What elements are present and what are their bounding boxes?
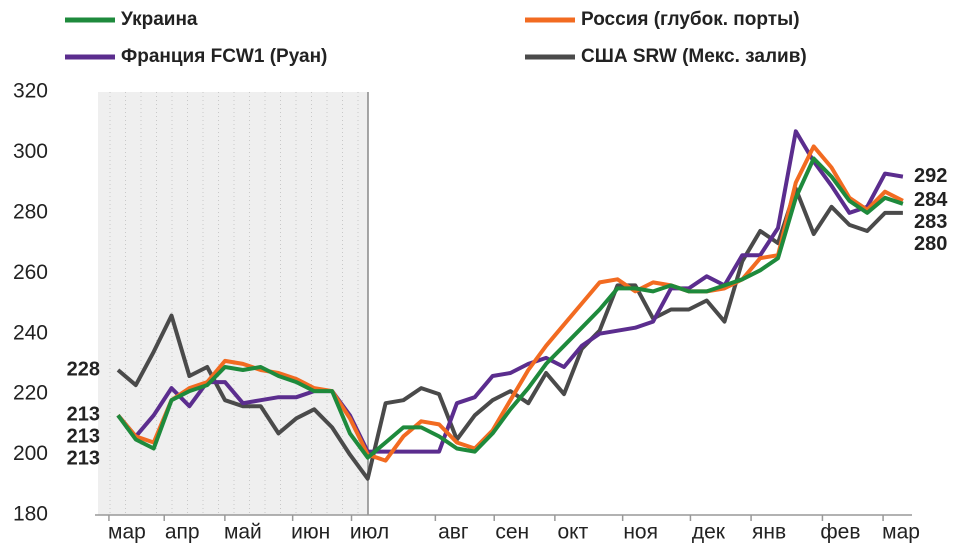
x-tick-label: авг	[438, 521, 469, 544]
x-tick-label: мар	[882, 521, 920, 544]
series-line	[116, 144, 904, 463]
y-tick-label: 320	[13, 80, 48, 103]
end-label: 284	[914, 189, 948, 211]
x-tick-label: ноя	[623, 521, 658, 544]
legend-label: США SRW (Мекс. залив)	[581, 46, 807, 67]
shaded-period	[98, 92, 368, 515]
end-label: 280	[914, 233, 947, 255]
x-tick-label: мар	[108, 521, 146, 544]
x-tick-label: май	[224, 521, 262, 544]
series-line	[116, 129, 904, 454]
x-tick-label: янв	[752, 521, 786, 544]
end-label: 283	[914, 211, 947, 233]
end-label: 292	[914, 165, 947, 187]
legend-label: Украина	[121, 9, 198, 30]
end-label: 213	[67, 448, 100, 470]
x-tick-label: июн	[291, 521, 330, 544]
end-label: 213	[67, 426, 100, 448]
series-line	[116, 156, 904, 460]
y-tick-label: 200	[13, 442, 48, 465]
end-label: 228	[67, 358, 100, 380]
x-tick-label: апр	[165, 521, 200, 544]
legend-label: Россия (глубок. порты)	[581, 9, 800, 30]
x-tick-label: дек	[692, 521, 726, 544]
y-tick-label: 280	[13, 200, 48, 223]
x-tick-label: июл	[350, 521, 389, 544]
x-tick-label: фев	[820, 521, 860, 544]
y-tick-label: 260	[13, 261, 48, 284]
legend-label: Франция FCW1 (Руан)	[121, 46, 327, 67]
y-tick-label: 180	[13, 503, 48, 526]
y-tick-label: 220	[13, 382, 48, 405]
x-tick-label: сен	[495, 521, 529, 544]
y-tick-label: 300	[13, 140, 48, 163]
x-tick-label: окт	[558, 521, 589, 544]
end-label: 213	[67, 404, 100, 426]
y-tick-label: 240	[13, 321, 48, 344]
